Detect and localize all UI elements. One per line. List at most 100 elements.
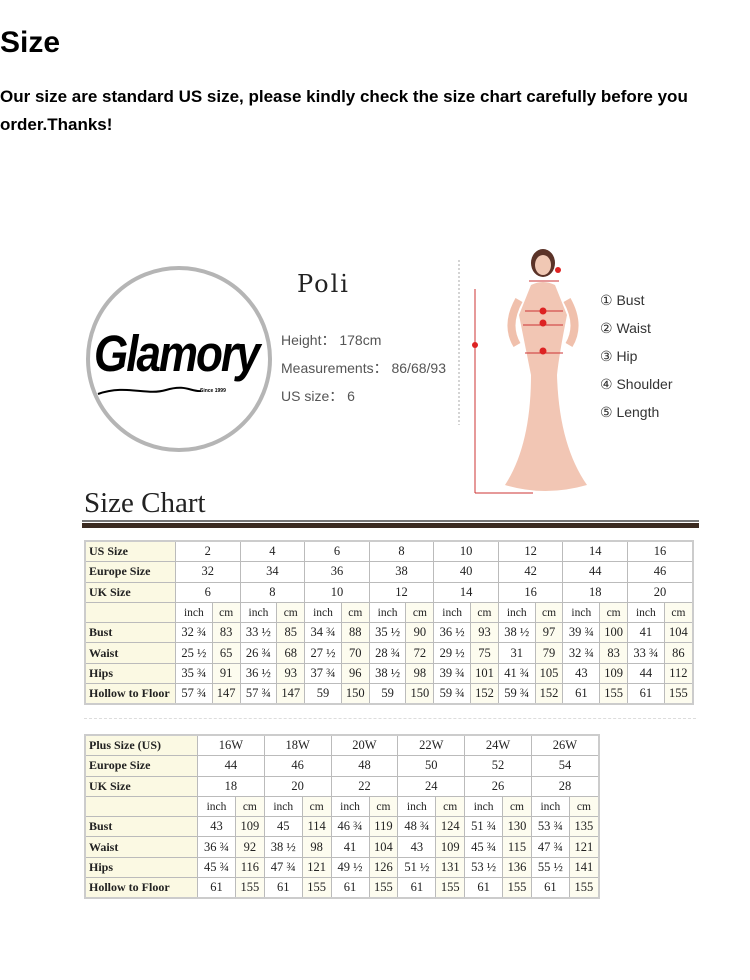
inch-value: 38 ½ [368, 662, 407, 685]
size-cell: 16 [497, 581, 564, 603]
inch-value: 34 ¾ [304, 622, 342, 644]
cm-value: 116 [234, 856, 265, 879]
size-cell: 8 [368, 540, 435, 563]
logo-swoosh-icon [97, 386, 202, 395]
table-row: Europe Size 44 46 48 50 52 54 [84, 755, 600, 777]
unit-cm: cm [599, 601, 629, 624]
inch-value: 47 ¾ [530, 836, 570, 858]
unit-inch: inch [175, 601, 213, 624]
row-label-empty [84, 601, 176, 624]
cm-value: 147 [276, 683, 306, 705]
inch-value: 39 ¾ [433, 662, 472, 685]
inch-value: 46 ¾ [330, 816, 370, 838]
dashed-divider [84, 718, 696, 719]
size-cell: 14 [562, 540, 629, 563]
unit-inch: inch [239, 601, 278, 624]
row-label: UK Size [84, 581, 176, 603]
table-row: Waist 36 ¾ 92 38 ½ 98 41 104 43 109 45 ¾ 115 47 ¾ 12… [84, 836, 600, 858]
legend-length: ⑤ Length [600, 404, 660, 420]
inch-value: 26 ¾ [239, 642, 278, 664]
page-title: Size [0, 26, 61, 59]
standard-size-table: US Size 2 4 6 8 10 12 14 16 Europe Size 32 34 36 38 40… [84, 540, 694, 706]
size-cell: 24 [397, 775, 466, 797]
inch-value: 45 ¾ [464, 836, 504, 858]
cm-value: 147 [211, 683, 241, 705]
cm-value: 155 [368, 877, 399, 899]
table-row: Hips 45 ¾ 116 47 ¾ 121 49 ½ 126 51 ½ 131 53 ½ 136 5… [84, 856, 600, 879]
size-cell: 42 [497, 561, 564, 583]
table-row: Bust 32 ¾ 83 33 ½ 85 34 ¾ 88 35 ½ 90 36 ½ 93 38 ½ 97… [84, 622, 694, 644]
legend-waist: ② Waist [600, 320, 651, 336]
model-measurements: Measurements： 86/68/93 [281, 360, 446, 376]
table-row: UK Size 18 20 22 24 26 28 [84, 775, 600, 797]
model-height: Height： 178cm [281, 332, 382, 348]
unit-cm: cm [470, 601, 499, 624]
unit-inch: inch [464, 795, 504, 818]
inch-value: 39 ¾ [562, 622, 601, 644]
cm-value: 124 [435, 816, 466, 838]
table-row: Waist 25 ½ 65 26 ¾ 68 27 ½ 70 28 ¾ 72 29 ½ 75 31 79 3… [84, 642, 694, 664]
table-row: Europe Size 32 34 36 38 40 42 44 46 [84, 561, 694, 583]
cm-value: 83 [211, 622, 241, 644]
cm-value: 121 [301, 856, 332, 879]
unit-inch: inch [627, 601, 665, 624]
size-cell: 6 [304, 540, 370, 563]
inch-value: 44 [627, 662, 665, 685]
inch-value: 61 [330, 877, 370, 899]
size-cell: 22 [330, 775, 399, 797]
row-label: UK Size [84, 775, 198, 797]
cm-value: 92 [234, 836, 265, 858]
row-label: Europe Size [84, 561, 176, 583]
inch-value: 43 [562, 662, 601, 685]
unit-inch: inch [368, 601, 407, 624]
cm-value: 150 [405, 683, 435, 705]
size-cell: 26W [530, 734, 600, 757]
size-cell: 12 [497, 540, 564, 563]
row-label: US Size [84, 540, 176, 563]
size-cell: 2 [175, 540, 241, 563]
size-cell: 16 [627, 540, 694, 563]
inch-value: 59 ¾ [433, 683, 472, 705]
unit-inch: inch [530, 795, 570, 818]
size-cell: 48 [330, 755, 399, 777]
cm-value: 88 [340, 622, 370, 644]
inch-value: 61 [562, 683, 601, 705]
row-label: Hips [84, 662, 176, 685]
size-cell: 20 [263, 775, 332, 797]
inch-value: 35 ½ [368, 622, 407, 644]
unit-inch: inch [433, 601, 472, 624]
table-row: Plus Size (US) 16W 18W 20W 22W 24W 26W [84, 734, 600, 757]
cm-value: 98 [405, 662, 435, 685]
inch-value: 33 ½ [239, 622, 278, 644]
cm-value: 152 [470, 683, 499, 705]
size-cell: 26 [464, 775, 532, 797]
cm-value: 85 [276, 622, 306, 644]
cm-value: 119 [368, 816, 399, 838]
size-cell: 32 [175, 561, 241, 583]
unit-cm: cm [502, 795, 532, 818]
row-label: Bust [84, 622, 176, 644]
cm-value: 83 [599, 642, 629, 664]
size-chart-title: Size Chart [84, 487, 206, 519]
size-cell: 52 [464, 755, 532, 777]
cm-value: 104 [368, 836, 399, 858]
size-cell: 44 [562, 561, 629, 583]
unit-inch: inch [497, 601, 536, 624]
inch-value: 37 ¾ [304, 662, 342, 685]
cm-value: 155 [663, 683, 694, 705]
legend-hip: ③ Hip [600, 348, 638, 364]
unit-cm: cm [405, 601, 435, 624]
row-label: Hollow to Floor [84, 683, 176, 705]
size-cell: 10 [433, 540, 499, 563]
size-cell: 18W [263, 734, 332, 757]
inch-value: 36 ½ [239, 662, 278, 685]
cm-value: 68 [276, 642, 306, 664]
row-label: Bust [84, 816, 198, 838]
logo-since-text: Since 1999 [200, 388, 226, 394]
row-label: Waist [84, 642, 176, 664]
inch-value: 57 ¾ [175, 683, 213, 705]
size-cell: 12 [368, 581, 435, 603]
divider [82, 520, 699, 522]
cm-value: 135 [568, 816, 600, 838]
